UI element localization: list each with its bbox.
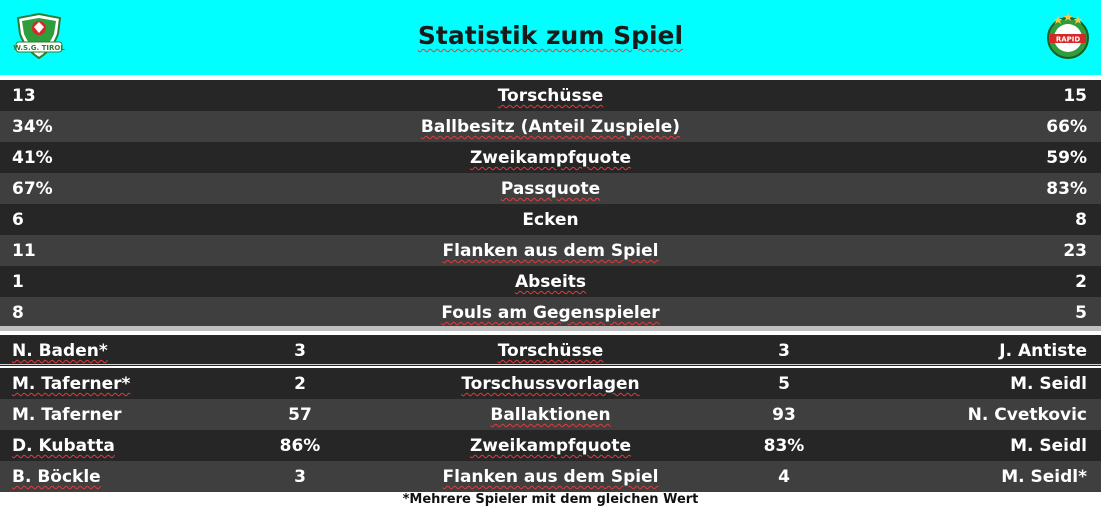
team-stat-row: 6 Ecken 8 <box>0 204 1101 235</box>
away-player-value: 5 <box>778 374 790 394</box>
page-title: Statistik zum Spiel <box>417 21 684 50</box>
home-value: 1 <box>12 272 24 292</box>
stat-label: Torschüsse <box>0 335 1101 368</box>
home-logo-text: W.S.G. TIROL <box>13 44 65 52</box>
home-value: 13 <box>12 86 36 106</box>
stat-label: Fouls am Gegenspieler <box>0 297 1101 330</box>
stat-label: Ecken <box>522 210 579 230</box>
away-value: 83% <box>1046 179 1087 199</box>
stat-label-text: Fouls am Gegenspieler <box>441 303 660 323</box>
stat-label-text: Abseits <box>514 272 587 292</box>
stat-label: Flanken aus dem Spiel <box>0 461 1101 494</box>
away-team-logo-icon: RAPID <box>1047 13 1089 59</box>
away-value: 5 <box>1075 303 1087 323</box>
home-player-name: M. Taferner* <box>12 368 130 401</box>
home-player-value: 3 <box>294 341 306 361</box>
away-player-name: J. Antiste <box>999 341 1087 361</box>
home-player-name: D. Kubatta <box>12 430 115 463</box>
away-player-name: N. Cvetkovic <box>967 405 1087 425</box>
home-value: 6 <box>12 210 24 230</box>
stat-label-text: Passquote <box>500 179 601 199</box>
home-value: 34% <box>12 117 53 137</box>
team-stat-row: 34% Ballbesitz (Anteil Zuspiele) 66% <box>0 111 1101 142</box>
stat-label-text: Flanken aus dem Spiel <box>442 467 659 487</box>
home-team-logo-icon: W.S.G. TIROL <box>13 12 65 60</box>
home-player-value: 3 <box>294 467 306 487</box>
team-stat-row: 13 Torschüsse 15 <box>0 80 1101 111</box>
home-player-name-text: N. Baden* <box>12 341 108 361</box>
home-value: 41% <box>12 148 53 168</box>
footnote: *Mehrere Spieler mit dem gleichen Wert <box>402 492 699 507</box>
header-bar: W.S.G. TIROL Statistik zum Spiel RAPID <box>0 0 1101 75</box>
team-stat-row: 67% Passquote 83% <box>0 173 1101 204</box>
home-player-name: B. Böckle <box>12 461 101 494</box>
stat-label-text: Ballaktionen <box>490 405 611 425</box>
player-stat-row: M. Taferner 57 Ballaktionen 93 N. Cvetko… <box>0 399 1101 430</box>
away-player-value: 3 <box>778 341 790 361</box>
home-player-name-text: D. Kubatta <box>12 436 115 456</box>
home-player-name-text: B. Böckle <box>12 467 101 487</box>
away-player-value: 83% <box>763 436 805 456</box>
home-player-name: M. Taferner <box>12 405 122 425</box>
away-player-value: 93 <box>772 405 796 425</box>
team-stat-row: 8 Fouls am Gegenspieler 5 <box>0 297 1101 326</box>
stat-label: Torschussvorlagen <box>0 368 1101 401</box>
stat-label-text: Zweikampfquote <box>469 436 632 456</box>
home-value: 67% <box>12 179 53 199</box>
player-stat-row: M. Taferner* 2 Torschussvorlagen 5 M. Se… <box>0 368 1101 399</box>
home-player-value: 57 <box>288 405 312 425</box>
stat-label: Ballbesitz (Anteil Zuspiele) <box>0 111 1101 144</box>
away-player-name: M. Seidl* <box>1001 467 1087 487</box>
stat-label: Zweikampfquote <box>0 142 1101 175</box>
away-value: 8 <box>1075 210 1087 230</box>
home-player-value: 86% <box>279 436 321 456</box>
away-logo-text: RAPID <box>1056 36 1081 44</box>
away-value: 23 <box>1063 241 1087 261</box>
section-divider <box>0 326 1101 331</box>
stat-label: Zweikampfquote <box>0 430 1101 463</box>
stat-label-text: Flanken aus dem Spiel <box>442 241 659 261</box>
player-stat-row: N. Baden* 3 Torschüsse 3 J. Antiste <box>0 335 1101 366</box>
away-value: 15 <box>1063 86 1087 106</box>
row-divider <box>0 364 1101 365</box>
home-value: 11 <box>12 241 36 261</box>
stat-label-text: Zweikampfquote <box>469 148 632 168</box>
stat-label-text: Torschussvorlagen <box>461 374 640 394</box>
away-player-name: M. Seidl <box>1010 374 1087 394</box>
home-player-name: N. Baden* <box>12 335 108 368</box>
stat-label: Ballaktionen <box>0 399 1101 432</box>
stat-label-text: Torschüsse <box>497 86 604 106</box>
team-stat-row: 41% Zweikampfquote 59% <box>0 142 1101 173</box>
stat-label: Passquote <box>0 173 1101 206</box>
player-stat-row: D. Kubatta 86% Zweikampfquote 83% M. Sei… <box>0 430 1101 461</box>
team-stat-row: 11 Flanken aus dem Spiel 23 <box>0 235 1101 266</box>
away-value: 66% <box>1046 117 1087 137</box>
stat-label-text: Ballbesitz (Anteil Zuspiele) <box>420 117 681 137</box>
away-player-value: 4 <box>778 467 790 487</box>
team-stat-row: 1 Abseits 2 <box>0 266 1101 297</box>
away-player-name: M. Seidl <box>1010 436 1087 456</box>
away-value: 59% <box>1046 148 1087 168</box>
away-value: 2 <box>1075 272 1087 292</box>
stat-label: Flanken aus dem Spiel <box>0 235 1101 268</box>
player-stat-row: B. Böckle 3 Flanken aus dem Spiel 4 M. S… <box>0 461 1101 492</box>
home-value: 8 <box>12 303 24 323</box>
stat-label: Abseits <box>0 266 1101 299</box>
stat-label-text: Torschüsse <box>497 341 604 361</box>
home-player-name-text: M. Taferner* <box>12 374 131 394</box>
stat-label: Torschüsse <box>0 80 1101 113</box>
home-player-value: 2 <box>294 374 306 394</box>
